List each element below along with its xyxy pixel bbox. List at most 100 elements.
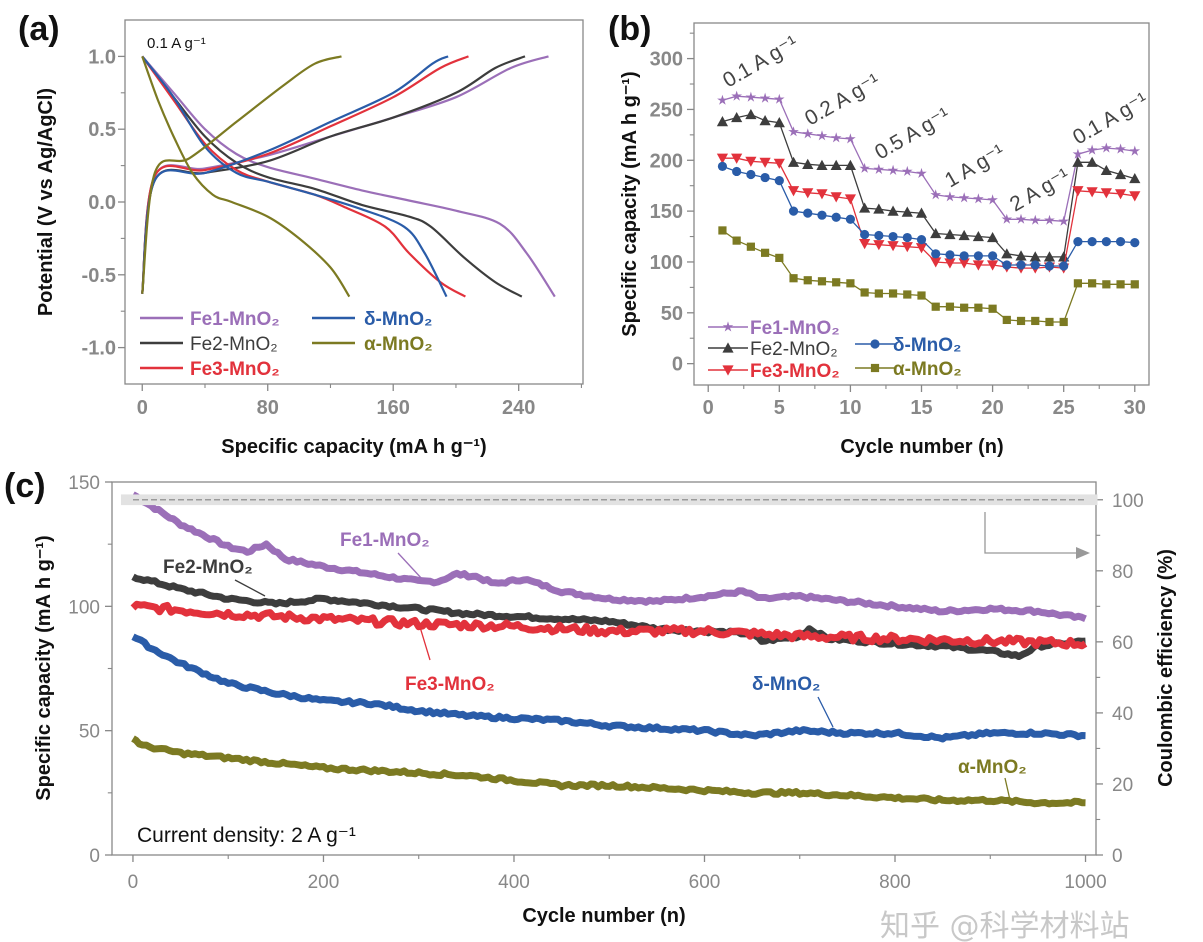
- triangle-up-marker: [1029, 251, 1041, 262]
- triangle-up-marker: [722, 342, 734, 353]
- circle-marker: [845, 214, 856, 224]
- square-marker: [1073, 279, 1083, 288]
- circle-marker: [1115, 237, 1126, 247]
- y-tick-label: 100: [68, 597, 100, 618]
- triangle-up-marker: [1100, 164, 1112, 176]
- cycling-curve-fe1-mno2: [131, 491, 1087, 623]
- triangle-up-marker: [844, 159, 857, 170]
- arrow-alpha: [1004, 777, 1011, 801]
- triangle-down-marker: [787, 186, 800, 197]
- star-marker: [859, 162, 870, 173]
- y-tick-label: 300: [650, 49, 683, 71]
- star-marker: [802, 128, 814, 139]
- triangle-up-marker: [1129, 172, 1141, 184]
- y-tick-label: 0.0: [88, 192, 116, 214]
- discharge-curve-delta-mno2: [141, 55, 448, 298]
- square-marker: [874, 289, 883, 298]
- chart-c: 0 200 400 600 800 1000 0 50 100 150 0 20 40 60 80 100: [68, 473, 1143, 893]
- triangle-down-marker: [1100, 188, 1112, 199]
- arrow-fe2: [234, 579, 266, 597]
- x-tick-label: 20: [981, 397, 1003, 419]
- triangle-up-marker: [972, 230, 984, 242]
- circle-marker: [746, 169, 756, 180]
- star-marker: [1029, 214, 1041, 225]
- square-marker: [732, 236, 741, 245]
- square-marker: [860, 288, 869, 297]
- square-marker: [945, 302, 955, 311]
- legend-label-fe3-mno2: Fe3-MnO₂: [190, 359, 280, 380]
- legend-label-alpha-mno2: α-MnO₂: [364, 334, 433, 355]
- rate-label-1: 0.1 A g⁻¹: [719, 31, 802, 92]
- label-fe1-c: Fe1-MnO₂: [340, 530, 430, 551]
- y-tick-label: 100: [1112, 491, 1144, 512]
- circle-marker: [1101, 237, 1111, 247]
- y-tick-label: 150: [68, 473, 100, 494]
- series-line-delta-mno2: [722, 165, 1135, 267]
- x-tick-label: 10: [839, 397, 861, 419]
- y-axis-title-c: Specific capacity (mA h g⁻¹): [33, 535, 55, 800]
- x-tick-label: 200: [308, 872, 340, 893]
- circle-marker: [902, 232, 912, 243]
- star-marker: [845, 133, 856, 144]
- x-tick-label: 0: [128, 872, 139, 893]
- y-tick-label: 20: [1112, 775, 1133, 796]
- x-axis-title-c: Cycle number (n): [522, 905, 685, 927]
- triangle-down-marker: [887, 241, 899, 252]
- discharge-curve-fe2-mno2: [141, 55, 523, 298]
- star-marker: [944, 191, 956, 202]
- star-marker: [1101, 142, 1112, 153]
- star-marker: [1044, 214, 1055, 225]
- triangle-up-marker: [787, 156, 800, 167]
- square-marker: [1002, 315, 1011, 325]
- circle-marker: [831, 212, 841, 222]
- arrow-fe1: [397, 552, 424, 581]
- panel-label-b: (b): [608, 10, 651, 48]
- square-marker: [789, 274, 798, 283]
- triangle-up-marker: [716, 116, 729, 127]
- square-marker: [832, 278, 841, 287]
- circle-marker: [717, 161, 728, 171]
- circle-marker: [760, 172, 770, 183]
- coulombic-efficiency-band: [120, 494, 1098, 506]
- circle-marker: [888, 231, 898, 242]
- label-alpha-c: α-MnO₂: [958, 757, 1027, 778]
- triangle-down-marker: [901, 242, 913, 253]
- charge-curve-fe1-mno2: [141, 55, 549, 294]
- square-marker: [988, 304, 997, 313]
- square-marker: [1031, 316, 1040, 326]
- legend-label-delta-mno2: δ-MnO₂: [364, 309, 433, 330]
- star-marker: [722, 321, 734, 332]
- star-marker: [774, 93, 785, 104]
- circle-marker: [931, 249, 941, 259]
- triangle-down-marker: [1086, 187, 1098, 198]
- star-marker: [788, 126, 799, 137]
- square-marker: [1016, 316, 1026, 326]
- legend-label-fe1-mno2: Fe1-MnO₂: [750, 318, 840, 339]
- triangle-up-marker: [1114, 168, 1127, 180]
- square-marker: [817, 277, 827, 286]
- x-tick-label: 160: [377, 397, 410, 419]
- triangle-up-marker: [930, 227, 942, 239]
- charge-curve-fe3-mno2: [141, 55, 469, 294]
- star-marker: [1115, 143, 1126, 154]
- x-tick-label: 240: [502, 397, 535, 419]
- square-marker: [746, 242, 755, 251]
- square-marker: [1088, 279, 1097, 288]
- legend-label-fe1-mno2: Fe1-MnO₂: [190, 309, 280, 330]
- star-marker: [873, 163, 885, 174]
- triangle-up-marker: [986, 231, 999, 243]
- y-tick-label: 50: [661, 303, 683, 325]
- square-marker: [803, 276, 812, 285]
- triangle-up-marker: [958, 229, 970, 241]
- circle-marker: [945, 250, 955, 260]
- triangle-down-marker: [1129, 191, 1141, 202]
- y-tick-label: 40: [1112, 704, 1133, 725]
- triangle-down-marker: [816, 189, 828, 200]
- rate-label-4: 1 A g⁻¹: [941, 140, 1009, 192]
- y-tick-label: 100: [650, 252, 683, 274]
- square-marker: [917, 291, 926, 300]
- star-marker: [1072, 148, 1084, 159]
- y-axis-title-a: Potential (V vs Ag/AgCl): [35, 88, 57, 316]
- circle-marker: [817, 210, 827, 220]
- square-marker: [870, 363, 880, 373]
